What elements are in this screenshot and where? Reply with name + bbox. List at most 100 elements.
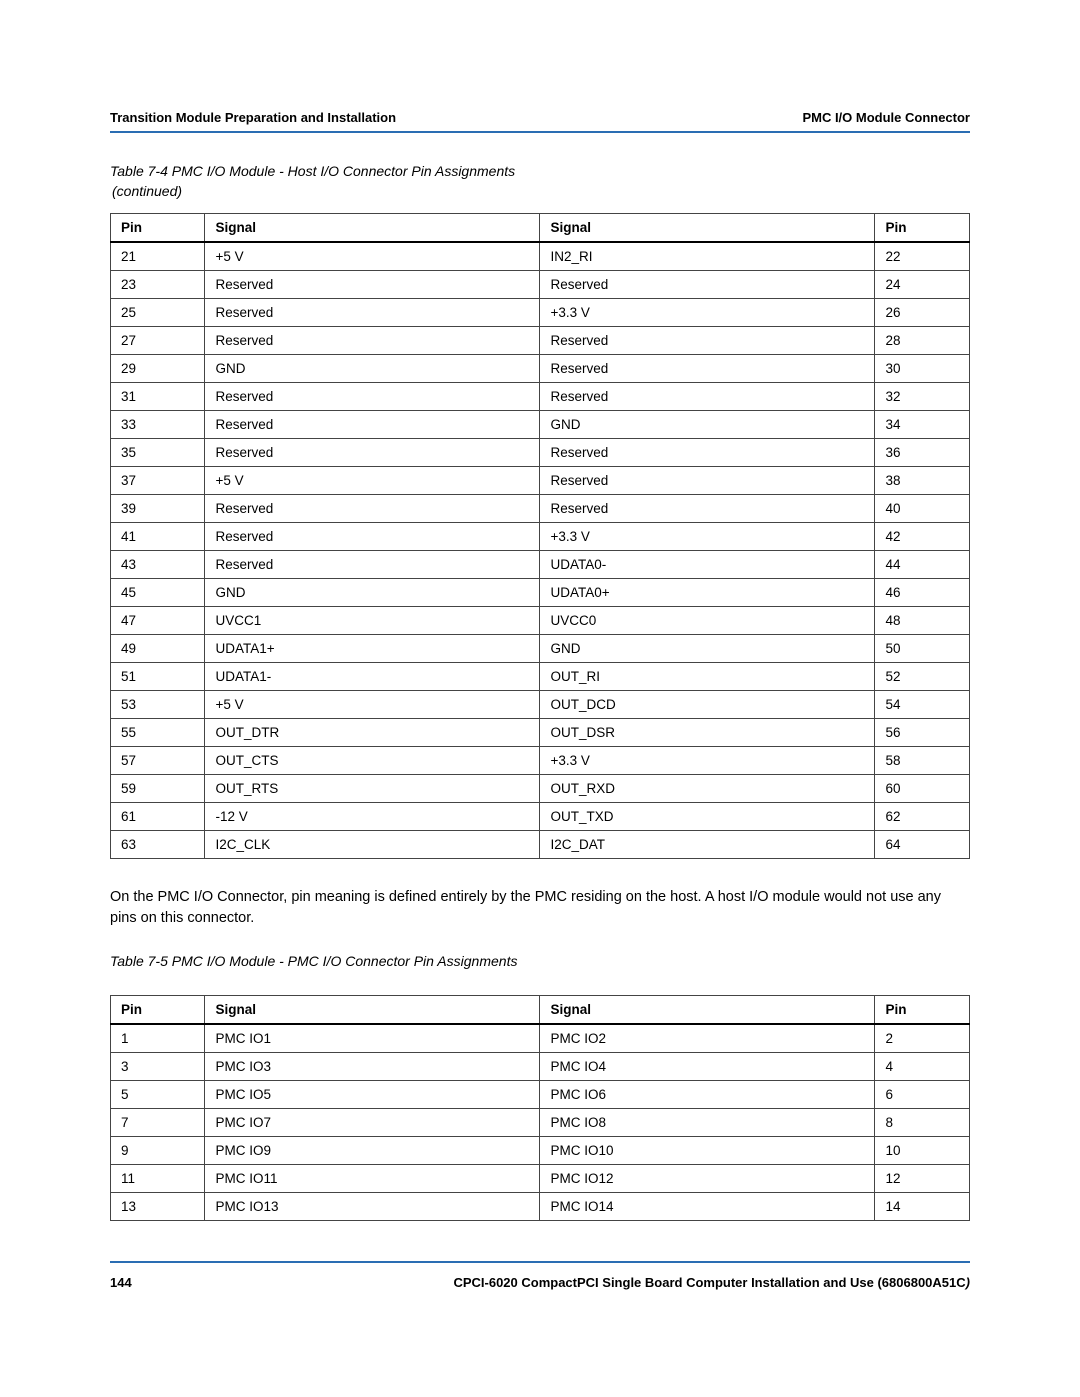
table1-cell: 31 bbox=[111, 383, 205, 411]
table2-cell: 11 bbox=[111, 1165, 205, 1193]
table1-cell: 50 bbox=[875, 635, 970, 663]
table-row: 35ReservedReserved36 bbox=[111, 439, 970, 467]
table2-cell: 10 bbox=[875, 1137, 970, 1165]
table2-cell: 13 bbox=[111, 1193, 205, 1221]
table-row: 21+5 VIN2_RI22 bbox=[111, 242, 970, 271]
table1-cell: 54 bbox=[875, 691, 970, 719]
table2-cell: PMC IO5 bbox=[205, 1081, 540, 1109]
table1-cell: Reserved bbox=[540, 327, 875, 355]
table1-cell: 55 bbox=[111, 719, 205, 747]
table1-cell: 29 bbox=[111, 355, 205, 383]
table1-cell: 33 bbox=[111, 411, 205, 439]
table1-cell: OUT_DCD bbox=[540, 691, 875, 719]
table1-cell: 52 bbox=[875, 663, 970, 691]
table1-cell: 28 bbox=[875, 327, 970, 355]
table2-cell: PMC IO12 bbox=[540, 1165, 875, 1193]
table1-cell: 38 bbox=[875, 467, 970, 495]
table2-cell: PMC IO13 bbox=[205, 1193, 540, 1221]
table1-cell: +3.3 V bbox=[540, 523, 875, 551]
table-row: 53+5 VOUT_DCD54 bbox=[111, 691, 970, 719]
table2-col-signal-right: Signal bbox=[540, 996, 875, 1025]
table1-cell: 57 bbox=[111, 747, 205, 775]
table2-cell: 12 bbox=[875, 1165, 970, 1193]
table1-cell: UDATA0+ bbox=[540, 579, 875, 607]
table1-cell: 56 bbox=[875, 719, 970, 747]
table-row: 5PMC IO5PMC IO66 bbox=[111, 1081, 970, 1109]
table-row: 47UVCC1UVCC048 bbox=[111, 607, 970, 635]
table1-cell: GND bbox=[540, 635, 875, 663]
table1-cell: OUT_DTR bbox=[205, 719, 540, 747]
table2-col-signal-left: Signal bbox=[205, 996, 540, 1025]
table1-cell: IN2_RI bbox=[540, 242, 875, 271]
table-row: 29GNDReserved30 bbox=[111, 355, 970, 383]
table1-cell: GND bbox=[205, 355, 540, 383]
table1-cell: GND bbox=[205, 579, 540, 607]
table1-cell: Reserved bbox=[205, 495, 540, 523]
table2-col-pin-left: Pin bbox=[111, 996, 205, 1025]
table1-cell: 32 bbox=[875, 383, 970, 411]
table2-cell: 5 bbox=[111, 1081, 205, 1109]
table2-cell: 4 bbox=[875, 1053, 970, 1081]
table1-cell: Reserved bbox=[540, 467, 875, 495]
table2-cell: 2 bbox=[875, 1024, 970, 1053]
table1-cell: 51 bbox=[111, 663, 205, 691]
table2-cell: 9 bbox=[111, 1137, 205, 1165]
table-row: 63I2C_CLKI2C_DAT64 bbox=[111, 831, 970, 859]
page-content: Transition Module Preparation and Instal… bbox=[0, 0, 1080, 1340]
header-left: Transition Module Preparation and Instal… bbox=[110, 110, 396, 125]
table2-cell: PMC IO4 bbox=[540, 1053, 875, 1081]
table1-cell: +3.3 V bbox=[540, 747, 875, 775]
footer-rule bbox=[110, 1261, 970, 1263]
table-row: 51UDATA1-OUT_RI52 bbox=[111, 663, 970, 691]
table2-cell: 8 bbox=[875, 1109, 970, 1137]
table1-cell: +5 V bbox=[205, 691, 540, 719]
table1-cell: UDATA0- bbox=[540, 551, 875, 579]
table1-cell: +5 V bbox=[205, 467, 540, 495]
table1-cell: 37 bbox=[111, 467, 205, 495]
table1-cell: Reserved bbox=[540, 355, 875, 383]
header-right: PMC I/O Module Connector bbox=[802, 110, 970, 125]
table1-cell: +5 V bbox=[205, 242, 540, 271]
table-row: 33ReservedGND34 bbox=[111, 411, 970, 439]
table2-cell: PMC IO7 bbox=[205, 1109, 540, 1137]
table1-cell: 40 bbox=[875, 495, 970, 523]
page-header: Transition Module Preparation and Instal… bbox=[110, 110, 970, 131]
table1-cell: I2C_CLK bbox=[205, 831, 540, 859]
table1-cell: OUT_CTS bbox=[205, 747, 540, 775]
page-footer: 144 CPCI-6020 CompactPCI Single Board Co… bbox=[110, 1271, 970, 1290]
table1-cell: 48 bbox=[875, 607, 970, 635]
table1-cell: 60 bbox=[875, 775, 970, 803]
table1-cell: 59 bbox=[111, 775, 205, 803]
table2-cell: PMC IO1 bbox=[205, 1024, 540, 1053]
table1-cell: UVCC0 bbox=[540, 607, 875, 635]
paragraph-connector-note: On the PMC I/O Connector, pin meaning is… bbox=[110, 887, 970, 929]
table1-cell: Reserved bbox=[205, 299, 540, 327]
table-row: 23ReservedReserved24 bbox=[111, 271, 970, 299]
table-row: 49UDATA1+GND50 bbox=[111, 635, 970, 663]
table1-cell: Reserved bbox=[205, 551, 540, 579]
table1-cell: 44 bbox=[875, 551, 970, 579]
table1-cell: Reserved bbox=[540, 439, 875, 467]
table1-cell: Reserved bbox=[205, 383, 540, 411]
table1-cell: UVCC1 bbox=[205, 607, 540, 635]
footer-title: CPCI-6020 CompactPCI Single Board Comput… bbox=[453, 1275, 970, 1290]
table-row: 45GNDUDATA0+46 bbox=[111, 579, 970, 607]
table-row: 7PMC IO7PMC IO88 bbox=[111, 1109, 970, 1137]
table1-cell: UDATA1- bbox=[205, 663, 540, 691]
footer-title-main: CPCI-6020 CompactPCI Single Board Comput… bbox=[453, 1275, 965, 1290]
table-row: 37+5 VReserved38 bbox=[111, 467, 970, 495]
table1-cell: 42 bbox=[875, 523, 970, 551]
table1-cell: Reserved bbox=[205, 327, 540, 355]
table-row: 27ReservedReserved28 bbox=[111, 327, 970, 355]
table1-cell: Reserved bbox=[205, 439, 540, 467]
header-rule bbox=[110, 131, 970, 133]
table1-cell: 26 bbox=[875, 299, 970, 327]
table1-cell: OUT_TXD bbox=[540, 803, 875, 831]
table1-cell: 46 bbox=[875, 579, 970, 607]
table1-cell: 45 bbox=[111, 579, 205, 607]
table1-cell: 30 bbox=[875, 355, 970, 383]
table1-cell: 21 bbox=[111, 242, 205, 271]
table2-header-row: Pin Signal Signal Pin bbox=[111, 996, 970, 1025]
table1-cell: Reserved bbox=[540, 383, 875, 411]
table1-cell: 62 bbox=[875, 803, 970, 831]
